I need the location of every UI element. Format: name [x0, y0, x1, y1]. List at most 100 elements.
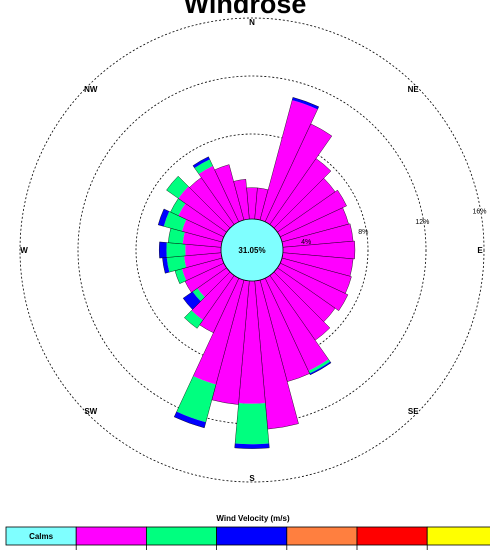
sector-bar: [182, 231, 224, 248]
sector-bar: [234, 443, 270, 449]
sector-outline: [264, 123, 333, 227]
sector-outline: [280, 240, 356, 260]
legend-swatch: [216, 526, 288, 546]
legend-swatch: [145, 526, 217, 546]
sector-bar: [198, 165, 240, 227]
sector-bar: [264, 123, 332, 227]
legend-calms-label: Calms: [29, 532, 54, 541]
sector-bar: [292, 97, 319, 110]
sector-bar: [168, 228, 185, 244]
sector-bar: [192, 288, 205, 302]
sector-outline: [234, 278, 270, 449]
legend-swatch: [426, 526, 490, 546]
sector-outline: [275, 189, 347, 238]
sector-bar: [166, 242, 186, 258]
chart-title: Windrose: [184, 0, 307, 19]
ring-label: 12%: [415, 219, 429, 226]
sector-bar: [163, 211, 187, 232]
direction-label: N: [249, 18, 255, 27]
direction-label: E: [477, 246, 483, 255]
sector-outline: [158, 241, 224, 259]
sector-bar: [199, 273, 240, 333]
ring-label: 8%: [358, 229, 368, 236]
calm-circle: [220, 218, 284, 282]
sector-outline: [264, 273, 332, 376]
sector-bar: [158, 208, 170, 227]
sector-bar: [181, 257, 226, 281]
legend-swatch: [75, 526, 147, 546]
sector-bar: [278, 207, 349, 243]
sector-bar: [184, 310, 203, 329]
sector-bar: [280, 223, 354, 248]
sector-outline: [182, 266, 232, 310]
sector-bar: [272, 266, 336, 322]
sector-outline: [259, 97, 320, 224]
sector-bar: [185, 244, 224, 256]
sector-bar: [193, 276, 245, 385]
sector-bar: [174, 268, 187, 284]
legend-swatch: [356, 526, 428, 546]
sector-bar: [184, 262, 229, 293]
sector-bar: [184, 252, 224, 268]
sector-bar: [246, 187, 258, 222]
legend-swatch: [286, 526, 358, 546]
sector-bar: [308, 359, 331, 374]
direction-label: W: [20, 246, 28, 255]
sector-bar: [166, 176, 189, 199]
sector-bar: [309, 361, 332, 375]
sector-bar: [176, 376, 216, 423]
sector-bar: [254, 187, 269, 222]
sector-bar: [192, 156, 210, 169]
sector-outline: [214, 164, 245, 224]
sector-bar: [275, 190, 347, 238]
ring-label: 16%: [472, 209, 486, 216]
sector-bar: [235, 403, 269, 445]
sector-bar: [178, 203, 229, 238]
sector-bar: [159, 241, 167, 259]
sector-bar: [254, 278, 299, 430]
sector-bar: [166, 255, 187, 273]
sector-bar: [280, 252, 354, 277]
sector-bar: [280, 241, 355, 259]
direction-label: SW: [84, 407, 97, 416]
sector-bar: [181, 219, 226, 243]
sector-bar: [268, 270, 330, 341]
range-ring: [135, 133, 369, 367]
sector-bar: [174, 411, 206, 428]
sector-bar: [275, 262, 348, 311]
sector-outline: [173, 276, 245, 429]
sector-bar: [259, 276, 310, 382]
sector-bar: [233, 179, 250, 222]
direction-label: NE: [408, 85, 420, 94]
sector-bar: [197, 266, 232, 298]
sector-bar: [191, 270, 236, 321]
direction-labels: N NE E SE S SW W NW: [20, 18, 483, 483]
sector-bar: [211, 278, 250, 405]
calm-circle-group: 31.05%: [220, 218, 284, 282]
sector-outline: [192, 156, 240, 227]
sector-bar: [183, 291, 201, 310]
legend: Calms: [5, 526, 490, 550]
sector-outline: [184, 270, 236, 329]
sector-bar: [268, 158, 331, 230]
sector-bar: [178, 186, 232, 234]
sector-outline: [166, 175, 232, 234]
sector-bar: [278, 257, 352, 294]
calm-percent: 31.05%: [238, 246, 265, 255]
sector-bar: [162, 257, 170, 274]
sector-outline: [157, 208, 226, 243]
direction-label: SE: [408, 407, 419, 416]
sector-bar: [189, 177, 236, 230]
sector-bar: [214, 164, 245, 224]
sector-bar: [259, 100, 318, 224]
wind-sectors: [157, 97, 356, 449]
legend-title: Wind Velocity (m/s): [216, 514, 290, 523]
sector-outline: [275, 262, 349, 311]
direction-label: S: [249, 474, 255, 483]
sector-bar: [170, 198, 186, 216]
sector-outline: [268, 158, 332, 230]
sector-bar: [264, 273, 329, 371]
direction-label: NW: [84, 85, 98, 94]
sector-outline: [233, 179, 250, 223]
